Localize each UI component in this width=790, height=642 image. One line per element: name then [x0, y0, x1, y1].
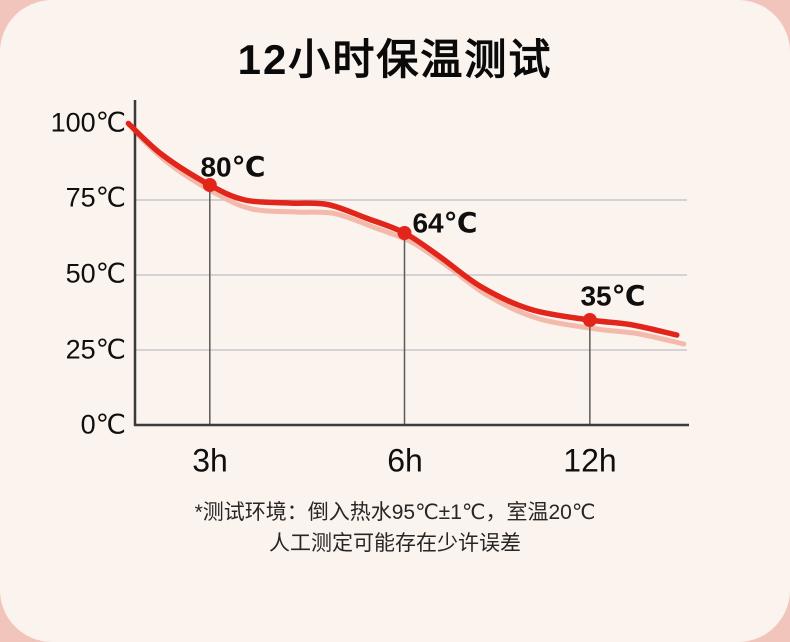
footnote: *测试环境：倒入热水95℃±1℃，室温20℃ 人工测定可能存在少许误差: [0, 497, 790, 559]
point-marker-3h: [202, 178, 217, 192]
point-label-3h: 80℃: [200, 151, 266, 183]
point-label-12h: 35℃: [580, 280, 646, 312]
y-axis-tick-0: 0℃: [80, 409, 126, 440]
y-axis-tick-75: 75℃: [65, 182, 126, 213]
temperature-chart: 100℃ 75℃ 50℃ 25℃ 0℃ 3h 6h 12h 80℃ 64℃ 35…: [0, 95, 790, 480]
y-axis-tick-50: 50℃: [65, 258, 126, 289]
point-label-6h: 64℃: [412, 207, 478, 239]
chart-canvas: [125, 100, 689, 427]
x-axis-tick-12h: 12h: [563, 442, 617, 479]
footnote-line2: 人工测定可能存在少许误差: [269, 532, 521, 555]
chart-title: 12小时保温测试: [237, 36, 553, 83]
x-axis-tick-6h: 6h: [387, 442, 423, 479]
y-axis-tick-25: 25℃: [65, 334, 126, 365]
point-marker-6h: [397, 226, 412, 240]
y-axis-tick-100: 100℃: [50, 107, 126, 138]
x-axis-tick-3h: 3h: [192, 442, 228, 479]
curve-shadow: [132, 130, 687, 347]
footnote-line1: *测试环境：倒入热水95℃±1℃，室温20℃: [194, 501, 596, 524]
point-marker-12h: [582, 313, 597, 327]
